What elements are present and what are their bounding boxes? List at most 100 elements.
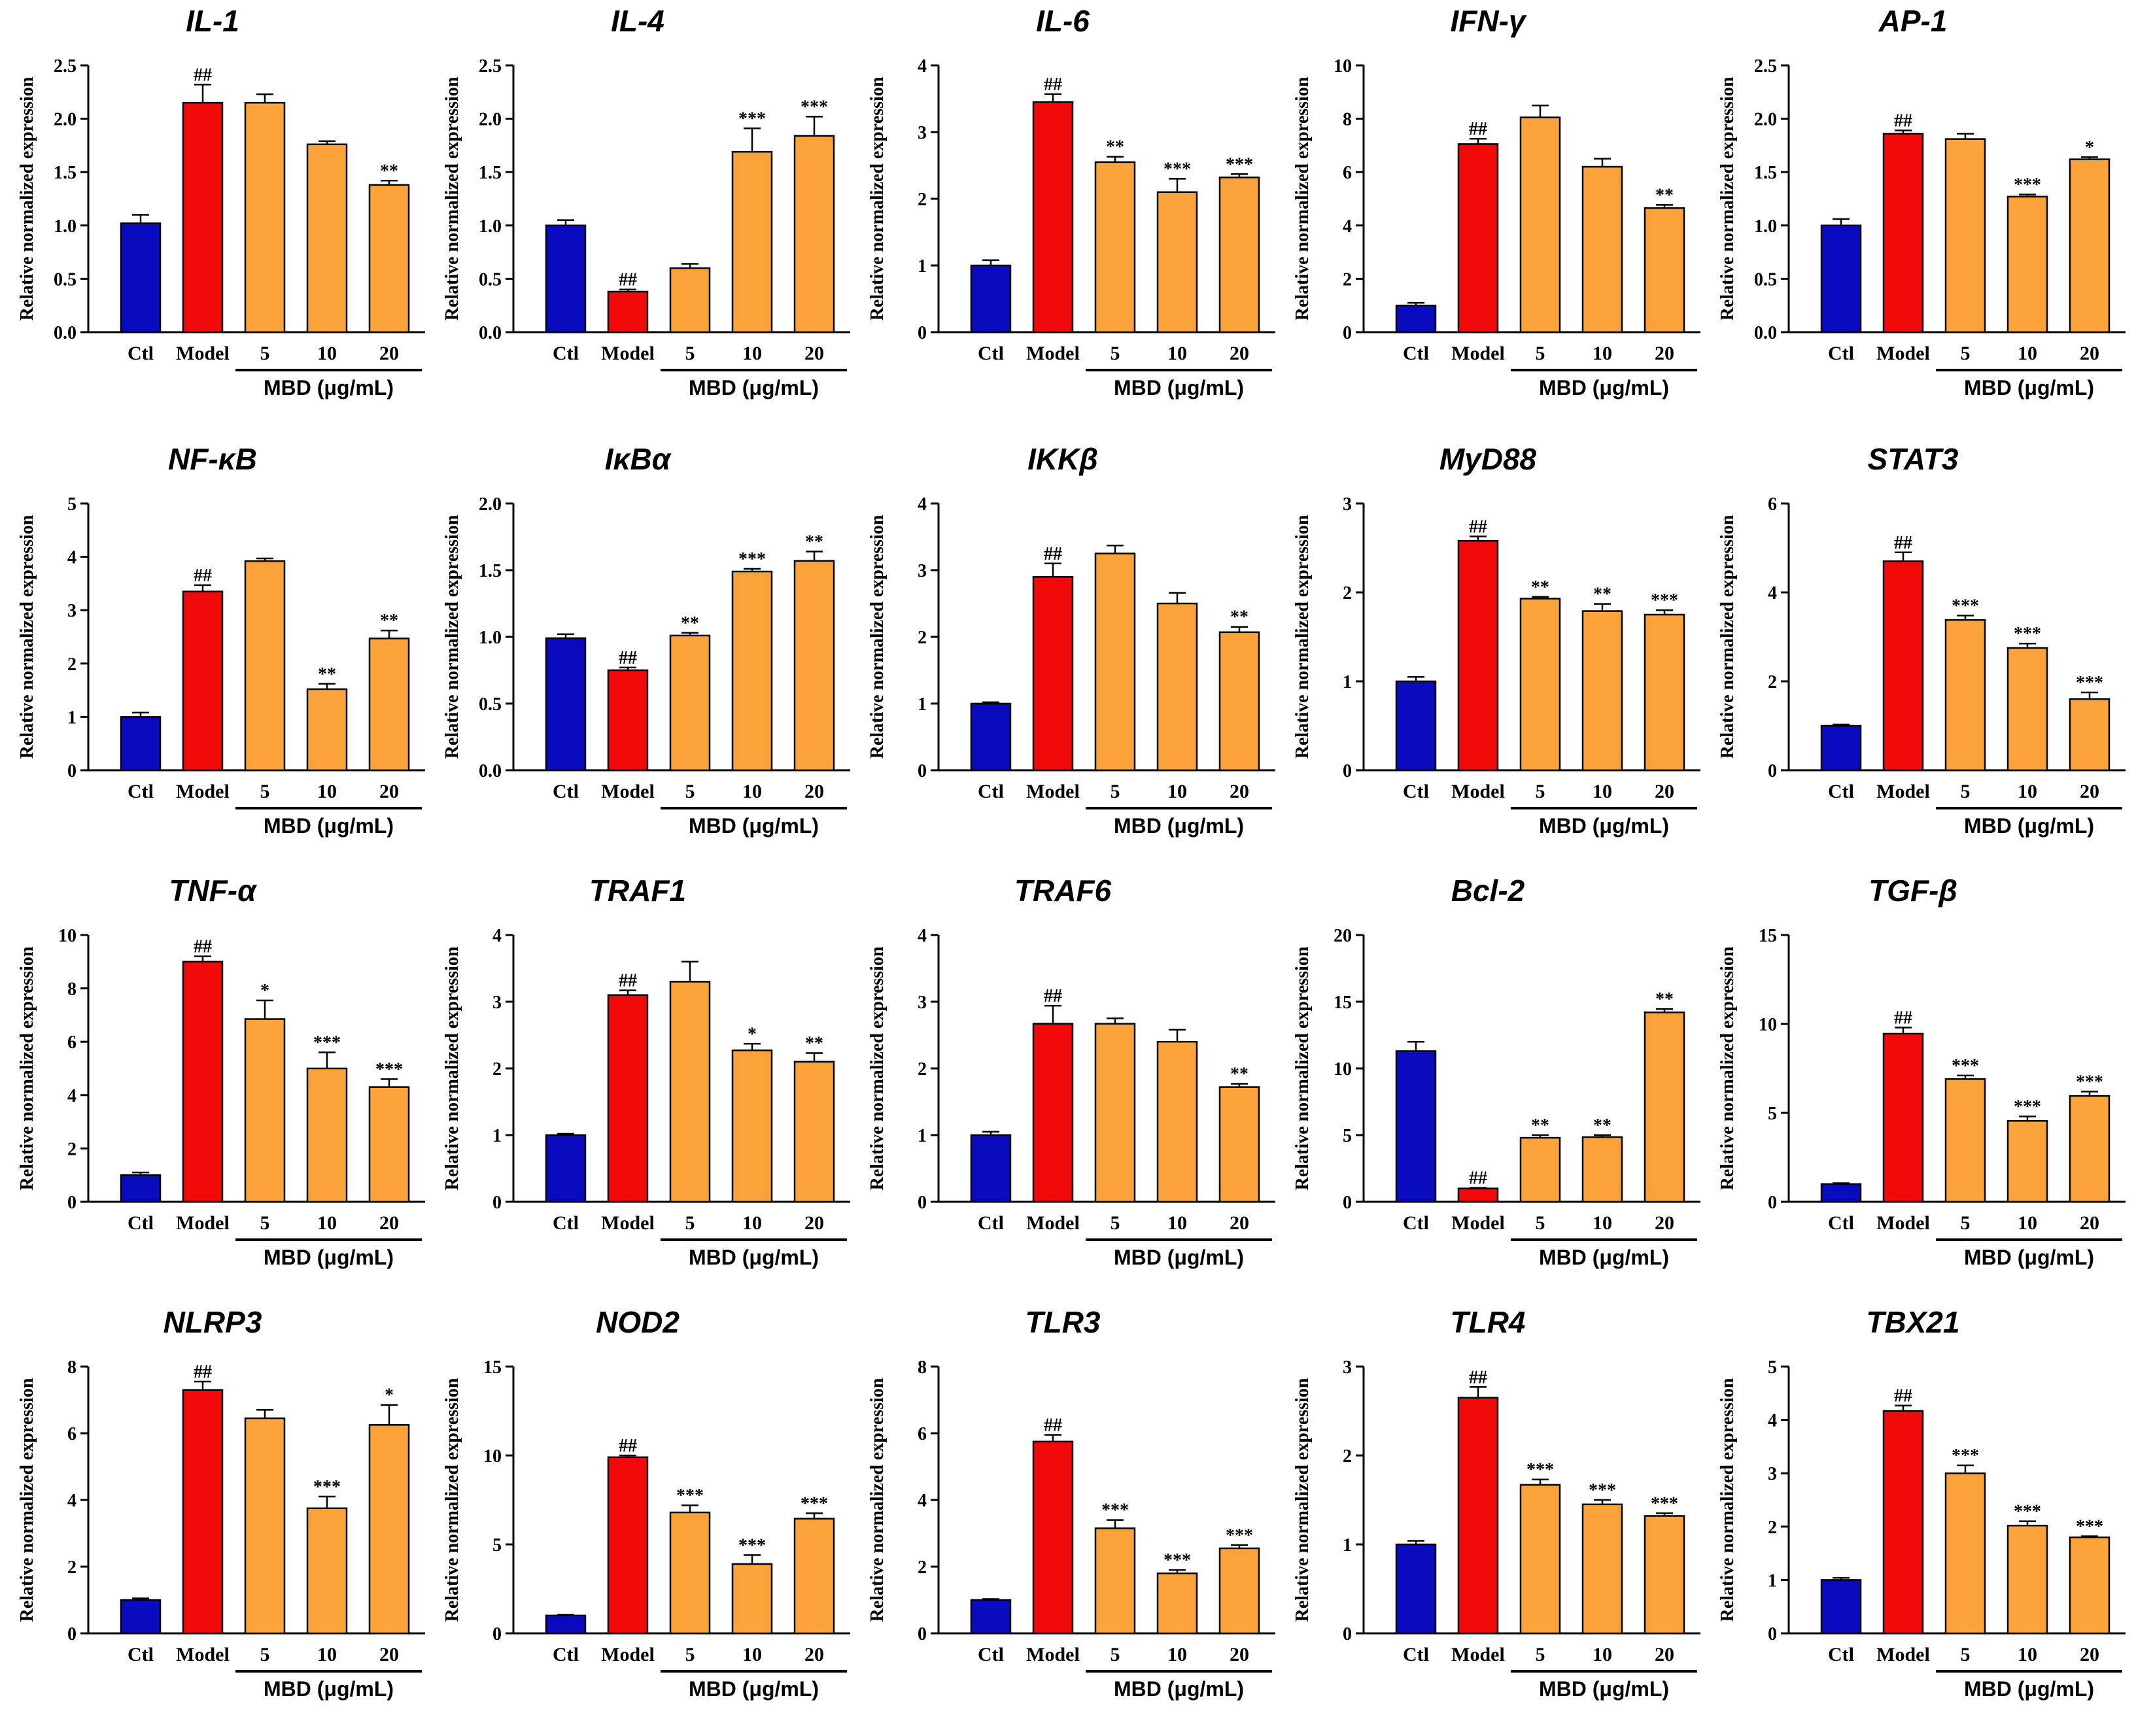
bar-5 bbox=[244, 560, 286, 772]
y-tick-label: 10 bbox=[483, 1446, 502, 1467]
bar-20 bbox=[1218, 631, 1260, 772]
bar-model bbox=[1457, 1397, 1499, 1635]
significance-label: *** bbox=[2076, 1072, 2103, 1092]
x-category-label: Model bbox=[1876, 1644, 1930, 1665]
group-label: MBD (μg/mL) bbox=[1539, 1677, 1669, 1701]
y-tick-label: 5 bbox=[67, 494, 77, 515]
y-tick-label: 3 bbox=[1343, 1357, 1352, 1378]
bar-10 bbox=[1156, 191, 1198, 333]
x-category-label: 20 bbox=[379, 1644, 399, 1665]
x-category-label: Ctl bbox=[978, 1644, 1004, 1665]
x-category-label: 20 bbox=[2080, 1212, 2099, 1234]
y-axis-label: Relative normalized expression bbox=[867, 1378, 887, 1622]
y-tick-label: 3 bbox=[1768, 1464, 1777, 1484]
bar-ctl bbox=[1395, 680, 1437, 772]
x-category-label: 5 bbox=[260, 781, 270, 802]
bar-5 bbox=[1519, 598, 1561, 772]
chart-title: IL-1 bbox=[186, 4, 239, 38]
y-tick-label: 6 bbox=[1343, 163, 1352, 183]
significance-label: *** bbox=[1952, 596, 1979, 616]
bar-model bbox=[182, 961, 224, 1203]
bar-model bbox=[1882, 560, 1924, 772]
x-category-label: 5 bbox=[1536, 1212, 1545, 1234]
bar-model bbox=[1457, 143, 1499, 333]
chart-title: TBX21 bbox=[1866, 1305, 1959, 1339]
chart-title: TNF-α bbox=[169, 874, 258, 908]
y-tick-label: 4 bbox=[1343, 216, 1352, 237]
bar-10 bbox=[731, 1049, 773, 1203]
significance-label: *** bbox=[2014, 624, 2041, 644]
x-category-label: 10 bbox=[742, 1212, 762, 1234]
chart-panel-stat3: STAT3 Relative normalized expression 0 2 4 6 C… bbox=[1717, 442, 2126, 838]
group-label: MBD (μg/mL) bbox=[689, 814, 819, 838]
bar-ctl bbox=[1820, 1579, 1862, 1635]
significance-label: ## bbox=[1469, 1168, 1487, 1189]
y-tick-label: 0 bbox=[1768, 1193, 1777, 1213]
chart-panel-traf6: TRAF6 Relative normalized expression 0 1 2 3 4… bbox=[867, 874, 1275, 1269]
y-tick-label: 8 bbox=[67, 1357, 77, 1378]
y-tick-label: 0 bbox=[918, 323, 927, 343]
bar-ctl bbox=[120, 222, 162, 333]
y-tick-label: 3 bbox=[918, 993, 927, 1013]
y-tick-label: 3 bbox=[918, 561, 927, 581]
chart-panel-nf-b: NF-κB Relative normalized expression 0 1 2 3 4… bbox=[17, 442, 425, 838]
y-tick-label: 2 bbox=[67, 1557, 77, 1578]
chart-panel-traf1: TRAF1 Relative normalized expression 0 1 2 3 4… bbox=[442, 874, 850, 1269]
y-axis-label: Relative normalized expression bbox=[1292, 515, 1313, 758]
group-label: MBD (μg/mL) bbox=[264, 814, 394, 838]
significance-label: *** bbox=[1226, 1525, 1253, 1546]
x-category-label: 10 bbox=[1593, 1644, 1612, 1665]
x-category-label: 10 bbox=[2018, 1212, 2037, 1234]
group-label: MBD (μg/mL) bbox=[689, 1677, 819, 1701]
x-category-label: Model bbox=[1451, 781, 1505, 802]
group-label: MBD (μg/mL) bbox=[1114, 1246, 1244, 1269]
y-tick-label: 0 bbox=[918, 1193, 927, 1213]
significance-label: ** bbox=[380, 611, 398, 631]
y-tick-label: 5 bbox=[1768, 1357, 1777, 1378]
y-axis-label: Relative normalized expression bbox=[17, 1378, 37, 1622]
y-tick-label: 0 bbox=[67, 1624, 77, 1644]
group-label: MBD (μg/mL) bbox=[1964, 814, 2094, 838]
bar-20 bbox=[1644, 207, 1685, 333]
bar-model bbox=[607, 669, 649, 772]
chart-title: STAT3 bbox=[1868, 442, 1959, 476]
bar-ctl bbox=[1820, 1183, 1862, 1203]
x-category-label: 10 bbox=[1593, 1212, 1612, 1234]
y-tick-label: 8 bbox=[918, 1357, 927, 1378]
significance-label: ## bbox=[194, 937, 212, 957]
x-category-label: Model bbox=[1876, 343, 1930, 364]
bar-ctl bbox=[545, 637, 587, 772]
bar-5 bbox=[1944, 138, 1986, 333]
x-category-label: 20 bbox=[2080, 343, 2099, 364]
bar-5 bbox=[1944, 619, 1986, 772]
significance-label: ## bbox=[1469, 1367, 1487, 1387]
chart-title: TLR4 bbox=[1451, 1305, 1526, 1339]
x-category-label: Ctl bbox=[978, 343, 1004, 364]
y-tick-label: 3 bbox=[918, 123, 927, 143]
y-axis-label: Relative normalized expression bbox=[1717, 1378, 1738, 1622]
x-category-label: Model bbox=[601, 1212, 655, 1234]
chart-title: NF-κB bbox=[168, 442, 257, 476]
x-category-label: 10 bbox=[1593, 781, 1612, 802]
y-tick-label: 0 bbox=[1768, 1624, 1777, 1644]
y-tick-label: 0 bbox=[1768, 761, 1777, 781]
x-category-label: 10 bbox=[1167, 343, 1187, 364]
x-category-label: Ctl bbox=[128, 1644, 154, 1665]
x-category-label: 10 bbox=[317, 1212, 337, 1234]
bar-20 bbox=[2069, 158, 2110, 333]
x-category-label: Ctl bbox=[1828, 781, 1854, 802]
y-axis-label: Relative normalized expression bbox=[867, 515, 887, 758]
bar-5 bbox=[1944, 1078, 1986, 1203]
bar-model bbox=[1032, 1440, 1074, 1635]
y-tick-label: 6 bbox=[67, 1424, 77, 1444]
significance-label: ** bbox=[1531, 1115, 1549, 1136]
chart-title: NLRP3 bbox=[164, 1305, 262, 1339]
x-category-label: 20 bbox=[1230, 781, 1249, 802]
x-category-label: Model bbox=[176, 1644, 230, 1665]
chart-panel-ifn-: IFN-γ Relative normalized expression 0 2 4 6 8… bbox=[1292, 4, 1700, 400]
y-tick-label: 0 bbox=[1343, 1193, 1352, 1213]
y-tick-label: 5 bbox=[1768, 1104, 1777, 1124]
y-tick-label: 3 bbox=[1343, 494, 1352, 515]
significance-label: *** bbox=[2014, 175, 2041, 195]
significance-label: *** bbox=[738, 549, 766, 570]
